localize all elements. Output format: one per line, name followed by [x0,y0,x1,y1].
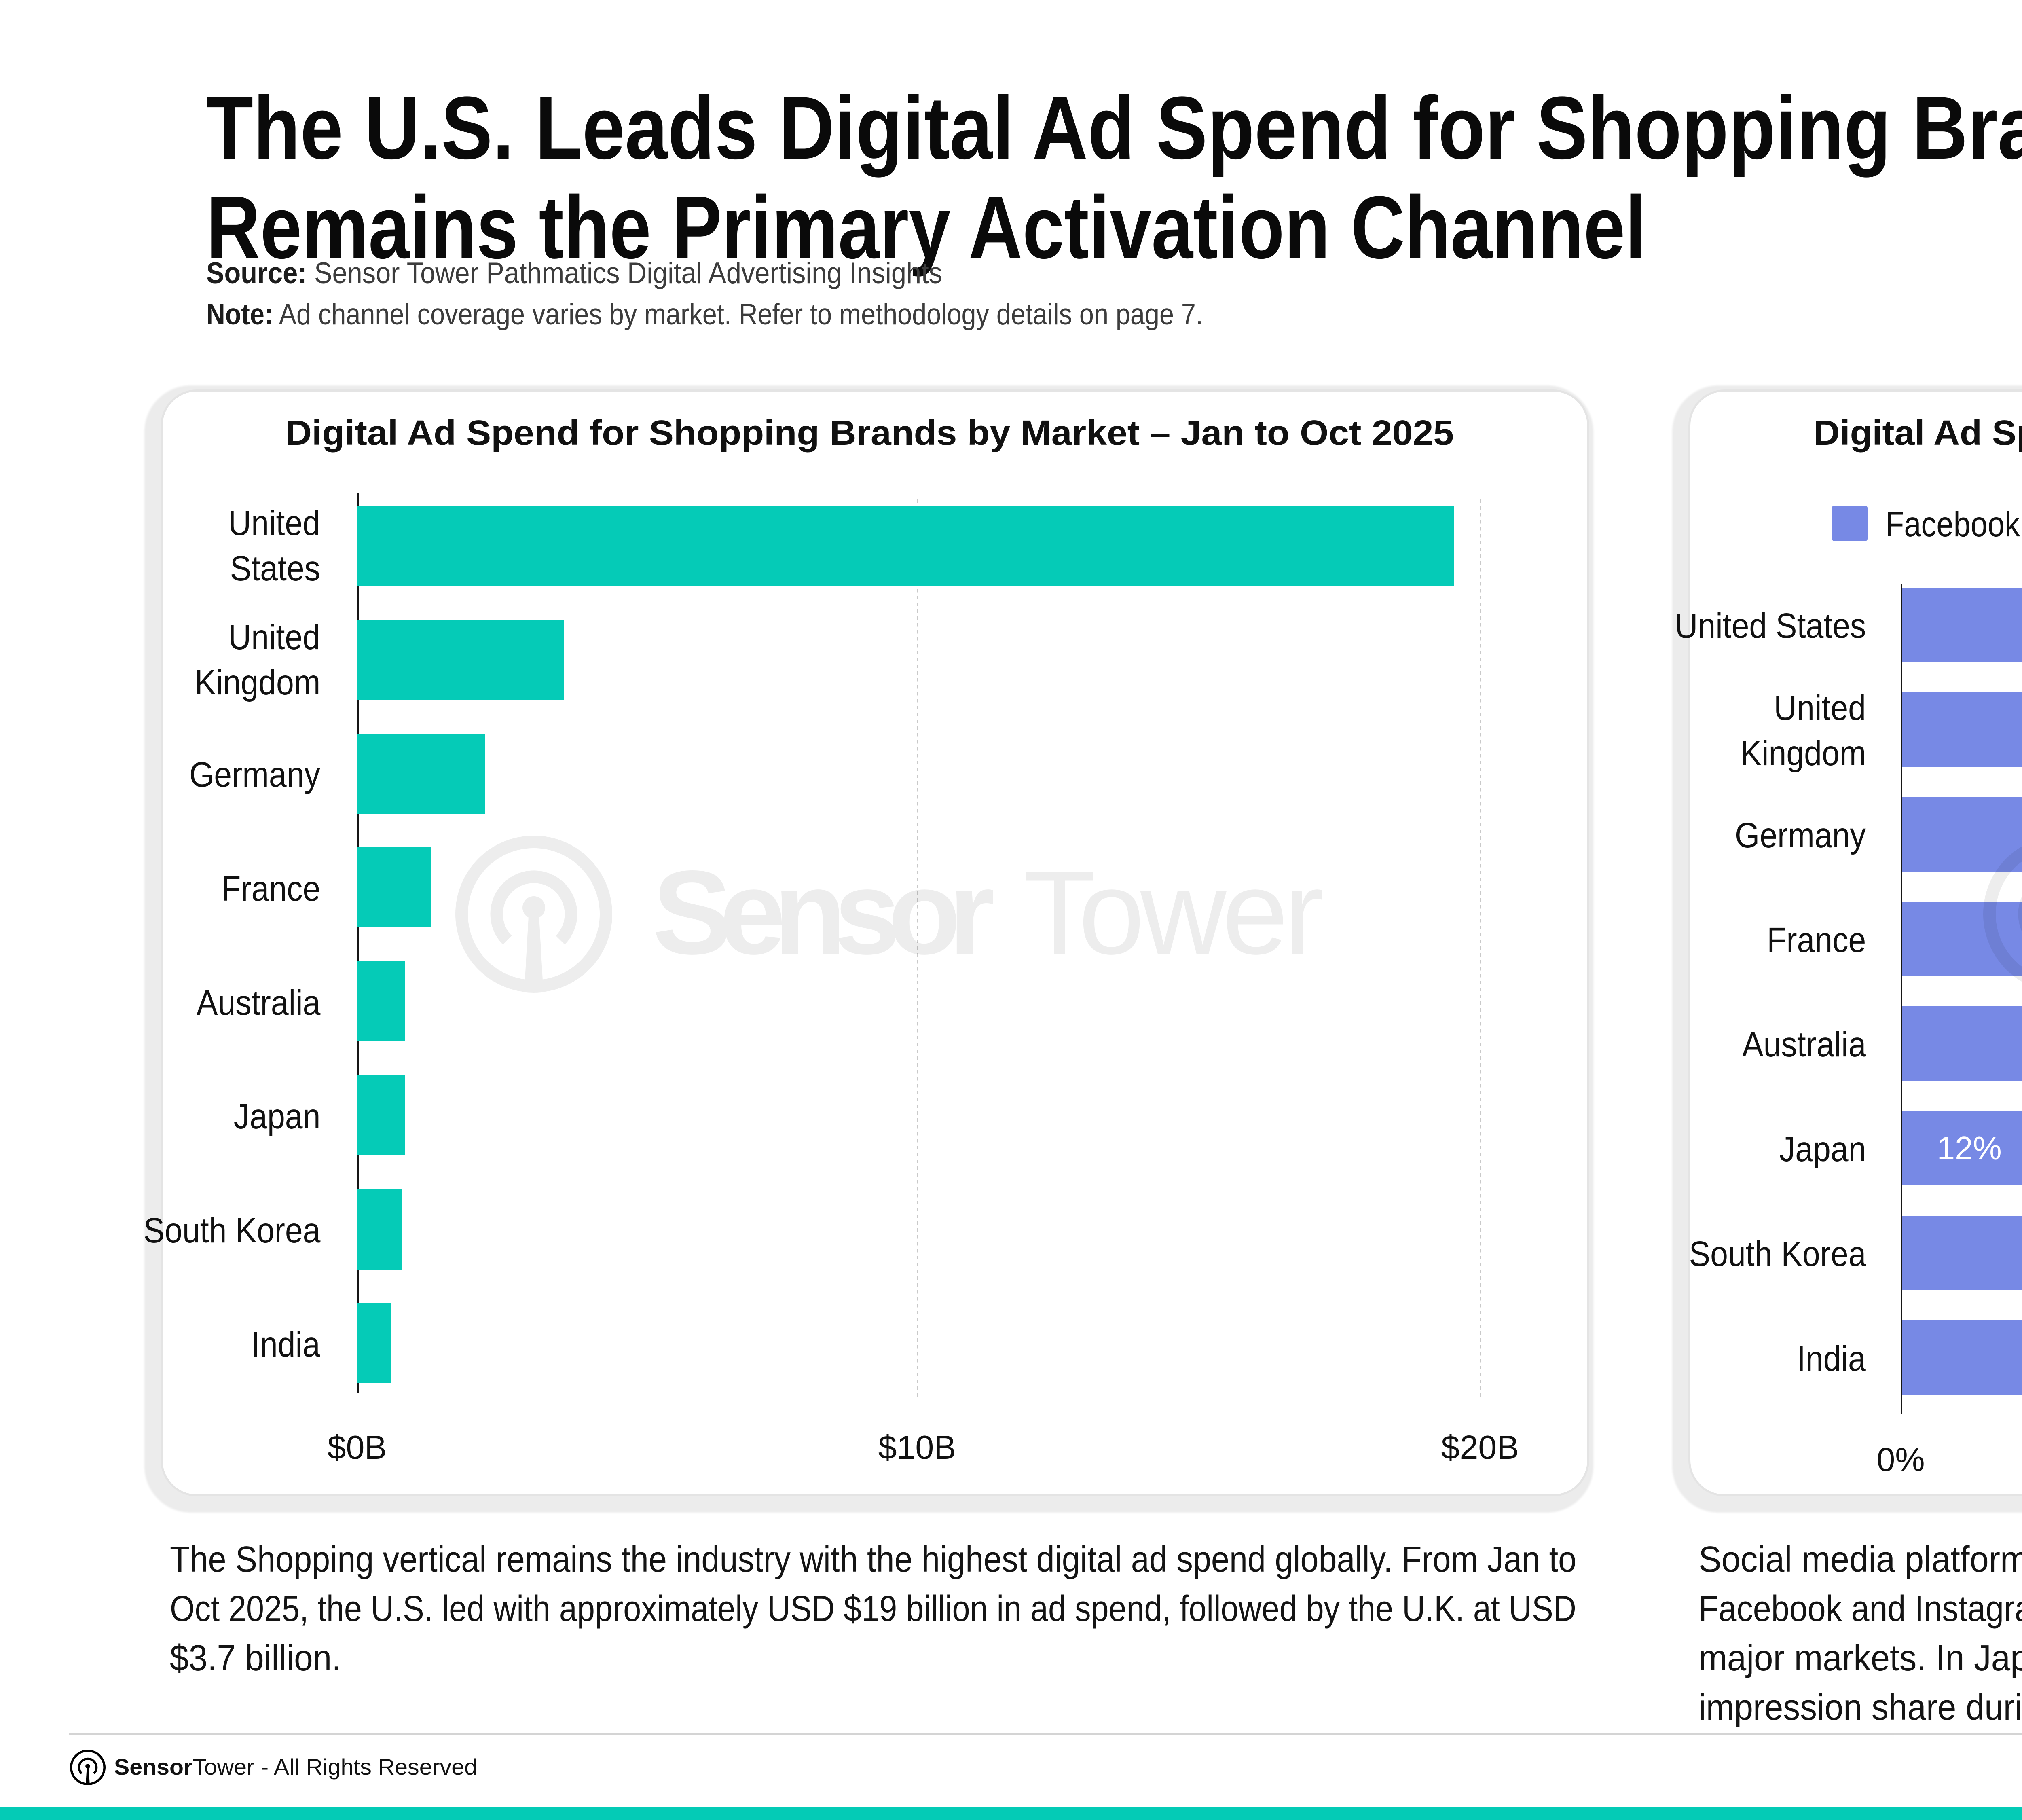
svg-text:Tower: Tower [1023,846,1324,979]
svg-text:Sensor: Sensor [652,846,995,979]
